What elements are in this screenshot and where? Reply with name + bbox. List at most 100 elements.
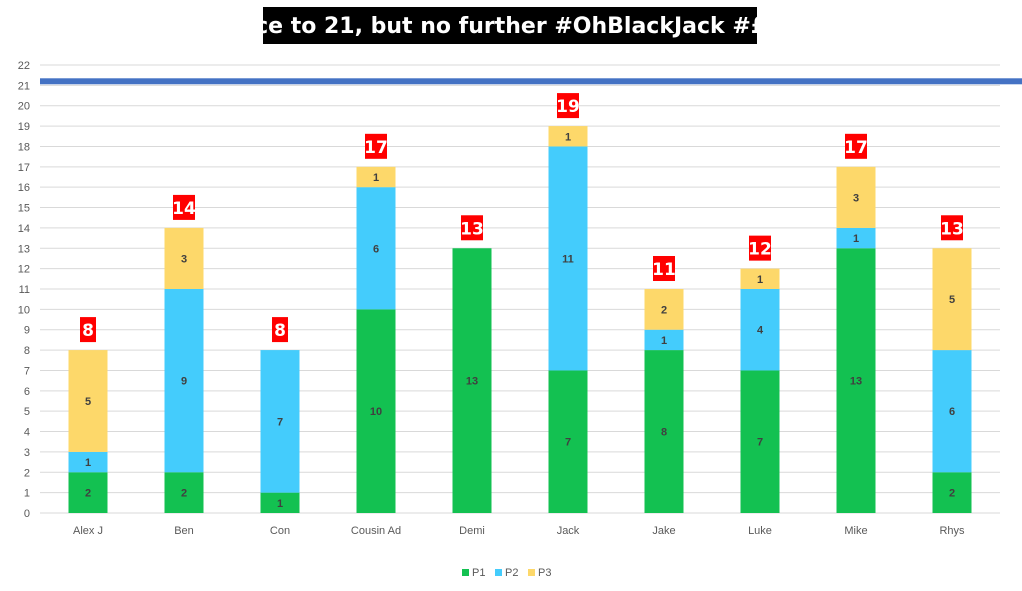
y-tick-label-22: 22 [18,60,30,72]
y-tick-label-17: 17 [18,162,30,174]
y-tick-label-0: 0 [24,508,30,520]
data-label-p3-1: 5 [85,396,91,408]
total-label-8: 12 [748,240,772,260]
data-label-p2-8: 4 [757,325,764,337]
x-category-label-7: Jake [652,525,675,537]
reference-line [40,78,1022,85]
y-tick-label-10: 10 [18,304,30,316]
data-label-p3-10: 5 [949,294,955,306]
bar-segment-p2-1 [68,451,108,473]
bar-segment-p3-7 [644,289,684,330]
x-category-label-2: Ben [174,525,194,537]
data-label-p1-10: 2 [949,488,955,500]
bar-segment-p3-6 [548,126,588,147]
bar-segment-p2-10 [932,350,972,473]
bar-segment-p1-8 [740,370,780,513]
data-label-p1-7: 8 [661,427,667,439]
data-label-p1-9: 13 [850,376,862,388]
x-category-label-8: Luke [748,525,772,537]
total-label-box-7 [653,256,675,281]
x-category-label-5: Demi [459,525,485,537]
data-label-p3-6: 1 [565,131,571,143]
data-label-p2-3: 7 [277,416,283,428]
bar-segment-p2-6 [548,146,588,371]
x-category-label-1: Alex J [73,525,103,537]
total-label-9: 17 [844,138,868,158]
bar-segment-p3-9 [836,166,876,228]
data-label-p3-8: 1 [757,274,763,286]
total-label-3: 8 [274,321,286,341]
x-category-label-6: Jack [557,525,580,537]
legend-swatch-p1 [462,569,469,576]
y-tick-label-7: 7 [24,365,30,377]
bar-segment-p1-7 [644,350,684,513]
legend-swatch-p3 [528,569,535,576]
bar-segment-p1-2 [164,472,204,513]
data-label-p2-10: 6 [949,406,955,418]
data-label-p2-7: 1 [661,335,667,347]
y-tick-label-9: 9 [24,325,30,337]
legend-swatch-p2 [495,569,502,576]
bar-segment-p2-7 [644,329,684,351]
y-tick-label-8: 8 [24,345,30,357]
bar-segment-p3-10 [932,248,972,351]
y-tick-label-2: 2 [24,467,30,479]
y-tick-label-11: 11 [19,284,30,296]
bar-segment-p1-6 [548,370,588,513]
x-category-label-3: Con [270,525,290,537]
y-tick-label-20: 20 [18,101,30,113]
y-tick-label-15: 15 [18,203,30,215]
y-tick-label-13: 13 [18,243,30,255]
data-label-p1-2: 2 [181,488,187,500]
data-label-p1-8: 7 [757,437,763,449]
bar-segment-p1-9 [836,248,876,514]
legend-label-p1: P1 [472,567,485,579]
data-label-p1-6: 7 [565,437,571,449]
y-tick-label-19: 19 [18,121,30,133]
bar-segment-p1-5 [452,248,492,514]
x-category-label-4: Cousin Ad [351,525,401,537]
total-label-box-1 [80,317,96,343]
bar-segment-p3-8 [740,268,780,289]
chart-title-group: Race to 21, but no further #OhBlackJack … [223,7,797,44]
bar-segment-p3-1 [68,350,108,452]
bar-segment-p2-4 [356,187,396,310]
x-axis-categories: Alex J Ben Con Cousin Ad Demi Jack Jake Luke Mik… [73,525,965,537]
data-label-p2-1: 1 [85,457,91,469]
total-label-10: 13 [940,219,964,239]
bar-segment-p3-4 [356,166,396,188]
legend-label-p3: P3 [538,567,551,579]
bar-segment-p1-4 [356,309,396,513]
data-label-p1-4: 10 [370,406,382,418]
bar-segment-p2-8 [740,289,780,371]
bar-segment-p2-2 [164,289,204,473]
x-category-label-9: Mike [844,525,867,537]
total-label-5: 13 [460,219,484,239]
data-label-p3-7: 2 [661,304,667,316]
data-label-p2-9: 1 [853,233,859,245]
data-label-p3-9: 3 [853,192,859,204]
total-label-box-4 [365,133,387,159]
chart-title: Race to 21, but no further #OhBlackJack … [223,14,796,39]
total-label-box-3 [272,317,288,343]
data-label-p2-4: 6 [373,243,379,255]
data-label-p3-4: 1 [373,172,379,184]
data-label-p2-6: 11 [562,253,574,265]
total-label-box-9 [845,133,867,159]
y-tick-label-6: 6 [24,386,30,398]
total-label-box-5 [461,215,483,241]
reference-line-group [40,78,1022,85]
x-category-label-10: Rhys [939,525,965,537]
bar-segment-p1-10 [932,472,972,513]
bar-segment-p2-3 [260,350,300,493]
y-tick-label-16: 16 [18,182,30,194]
y-tick-label-4: 4 [24,427,30,439]
bar-segment-p1-1 [68,472,108,513]
total-label-box-2 [173,194,195,220]
y-tick-label-5: 5 [24,406,30,418]
legend: P1 P2 P3 [462,567,551,579]
